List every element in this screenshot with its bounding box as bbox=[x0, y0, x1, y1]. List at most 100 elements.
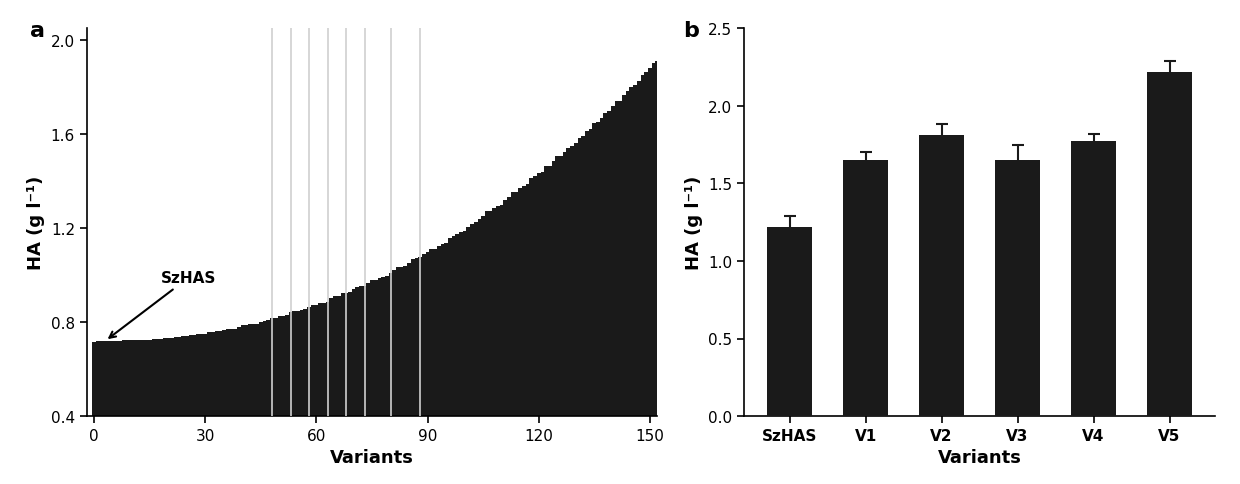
Bar bbox=[229, 330, 233, 484]
Bar bbox=[619, 102, 622, 484]
Bar bbox=[244, 325, 248, 484]
Bar bbox=[418, 257, 422, 484]
Bar bbox=[448, 239, 451, 484]
X-axis label: Variants: Variants bbox=[330, 449, 414, 467]
Bar bbox=[381, 277, 384, 484]
Bar bbox=[496, 206, 500, 484]
Bar bbox=[211, 332, 215, 484]
Bar bbox=[363, 287, 367, 484]
Bar bbox=[345, 293, 348, 484]
Bar bbox=[252, 325, 255, 484]
Bar bbox=[377, 279, 381, 484]
Bar bbox=[140, 340, 144, 484]
Bar bbox=[626, 92, 630, 484]
Bar bbox=[274, 318, 278, 484]
Bar bbox=[410, 260, 414, 484]
Bar bbox=[222, 331, 226, 484]
Bar bbox=[118, 341, 122, 484]
Bar bbox=[455, 234, 459, 484]
Bar bbox=[436, 246, 440, 484]
Bar bbox=[485, 212, 489, 484]
Bar bbox=[330, 298, 334, 484]
Bar bbox=[226, 330, 229, 484]
Bar bbox=[373, 280, 377, 484]
Bar bbox=[136, 340, 140, 484]
Bar bbox=[615, 102, 619, 484]
Bar bbox=[492, 209, 496, 484]
Bar bbox=[433, 249, 436, 484]
Bar bbox=[384, 276, 388, 484]
Bar bbox=[529, 179, 533, 484]
Bar bbox=[218, 331, 222, 484]
Bar bbox=[348, 292, 352, 484]
Bar bbox=[334, 297, 337, 484]
Bar bbox=[341, 294, 345, 484]
Bar bbox=[177, 337, 181, 484]
Bar bbox=[600, 119, 604, 484]
Bar bbox=[544, 167, 548, 484]
Bar bbox=[122, 341, 125, 484]
Bar bbox=[489, 212, 492, 484]
Bar bbox=[604, 113, 608, 484]
Bar bbox=[541, 172, 544, 484]
Bar bbox=[556, 157, 559, 484]
Bar bbox=[593, 123, 596, 484]
Bar bbox=[596, 122, 600, 484]
Bar bbox=[552, 161, 556, 484]
Bar bbox=[133, 340, 136, 484]
Y-axis label: HA (g l⁻¹): HA (g l⁻¹) bbox=[27, 176, 45, 270]
Bar bbox=[585, 132, 589, 484]
Bar bbox=[181, 337, 185, 484]
Bar bbox=[641, 76, 645, 484]
Bar bbox=[470, 225, 474, 484]
Bar bbox=[308, 307, 311, 484]
Bar bbox=[537, 173, 541, 484]
Bar bbox=[507, 198, 511, 484]
Text: b: b bbox=[683, 21, 698, 41]
Bar bbox=[463, 231, 466, 484]
Bar bbox=[259, 323, 263, 484]
Bar bbox=[399, 267, 403, 484]
Bar bbox=[289, 313, 293, 484]
Bar bbox=[148, 340, 151, 484]
Bar bbox=[125, 340, 129, 484]
Bar bbox=[255, 324, 259, 484]
Bar bbox=[526, 185, 529, 484]
Bar bbox=[407, 264, 410, 484]
Bar bbox=[656, 61, 658, 484]
Bar bbox=[533, 177, 537, 484]
Bar bbox=[188, 336, 192, 484]
Bar bbox=[200, 334, 203, 484]
Bar bbox=[559, 156, 563, 484]
Bar bbox=[215, 332, 218, 484]
Bar bbox=[414, 258, 418, 484]
Bar bbox=[144, 340, 148, 484]
Bar bbox=[99, 341, 103, 484]
Bar bbox=[649, 68, 652, 484]
Bar bbox=[159, 339, 162, 484]
Bar bbox=[500, 206, 503, 484]
Bar bbox=[662, 52, 666, 484]
Bar bbox=[300, 310, 304, 484]
Bar bbox=[589, 130, 593, 484]
Bar bbox=[103, 341, 107, 484]
Bar bbox=[110, 341, 114, 484]
Bar bbox=[281, 316, 285, 484]
Bar bbox=[652, 64, 656, 484]
Bar bbox=[1071, 142, 1116, 416]
Bar bbox=[481, 216, 485, 484]
Bar bbox=[582, 137, 585, 484]
Bar bbox=[248, 325, 252, 484]
Bar bbox=[311, 305, 315, 484]
Bar bbox=[352, 290, 356, 484]
Bar bbox=[192, 335, 196, 484]
Bar bbox=[151, 340, 155, 484]
Bar bbox=[429, 249, 433, 484]
Bar bbox=[315, 305, 319, 484]
Bar bbox=[578, 139, 582, 484]
Bar bbox=[322, 303, 326, 484]
Bar bbox=[241, 325, 244, 484]
Bar bbox=[474, 223, 477, 484]
Bar bbox=[371, 281, 373, 484]
Bar bbox=[611, 107, 615, 484]
